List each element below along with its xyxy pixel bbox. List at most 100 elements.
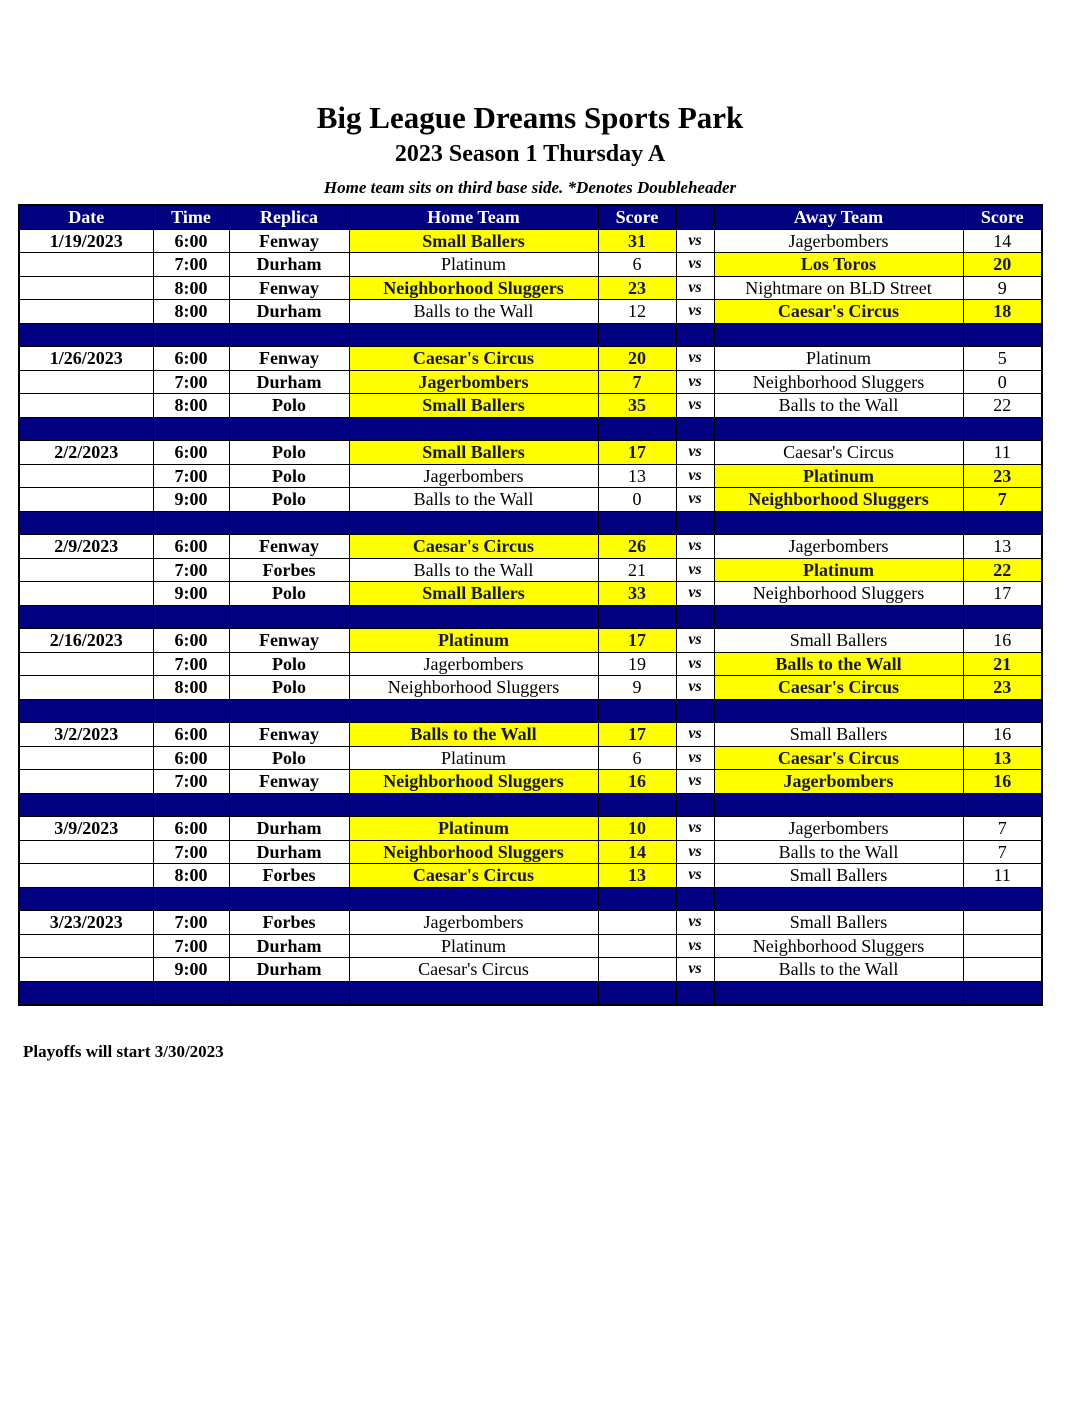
away-score-cell: 11 xyxy=(962,863,1043,888)
replica-cell: Forbes xyxy=(228,863,350,888)
home-score-cell: 16 xyxy=(597,769,677,794)
table-row: 7:00 Durham Platinum vs Neighborhood Slugger… xyxy=(18,933,1043,958)
vs-label: vs xyxy=(675,863,715,888)
separator-cell xyxy=(228,510,350,535)
away-score-cell: 18 xyxy=(962,299,1043,324)
separator-cell xyxy=(713,510,964,535)
separator-cell xyxy=(152,510,230,535)
replica-cell: Durham xyxy=(228,933,350,958)
vs-label: vs xyxy=(675,393,715,418)
away-score-cell: 7 xyxy=(962,487,1043,512)
away-score-cell: 23 xyxy=(962,463,1043,488)
column-header-replica: Replica xyxy=(228,204,350,230)
away-team-cell: Small Ballers xyxy=(713,722,964,747)
page-title: Big League Dreams Sports Park xyxy=(316,100,744,135)
date-cell: 2/16/2023 xyxy=(18,628,154,653)
away-score-cell: 22 xyxy=(962,557,1043,582)
separator-cell xyxy=(18,698,154,723)
away-team-cell: Jagerbombers xyxy=(713,228,964,253)
home-team-cell: Jagerbombers xyxy=(348,463,599,488)
separator-cell xyxy=(348,416,599,441)
home-score-cell xyxy=(597,933,677,958)
home-score-cell xyxy=(597,910,677,935)
week-separator-row xyxy=(18,510,1043,535)
away-team-cell: Balls to the Wall xyxy=(713,393,964,418)
away-team-cell: Platinum xyxy=(713,463,964,488)
separator-cell xyxy=(348,322,599,347)
date-cell xyxy=(18,393,154,418)
replica-cell: Fenway xyxy=(228,228,350,253)
separator-cell xyxy=(713,322,964,347)
away-team-cell: Los Toros xyxy=(713,252,964,277)
time-cell: 8:00 xyxy=(152,299,230,324)
separator-cell xyxy=(228,980,350,1006)
separator-cell xyxy=(713,980,964,1006)
date-cell xyxy=(18,651,154,676)
time-cell: 8:00 xyxy=(152,275,230,300)
away-team-cell: Balls to the Wall xyxy=(713,651,964,676)
away-score-cell: 20 xyxy=(962,252,1043,277)
table-row: 7:00 Polo Jagerbombers 19 vs Balls to the Wal… xyxy=(18,651,1043,676)
replica-cell: Fenway xyxy=(228,346,350,371)
vs-label: vs xyxy=(675,839,715,864)
vs-label: vs xyxy=(675,252,715,277)
table-row: 9:00 Polo Balls to the Wall 0 vs Neighborhood… xyxy=(18,487,1043,512)
separator-cell xyxy=(675,886,715,911)
time-cell: 6:00 xyxy=(152,534,230,559)
vs-label: vs xyxy=(675,369,715,394)
schedule-note: Home team sits on third base side. *Deno… xyxy=(323,178,737,197)
table-row: 8:00 Polo Neighborhood Sluggers 9 vs Caesar's… xyxy=(18,675,1043,700)
away-score-cell: 9 xyxy=(962,275,1043,300)
table-row: 7:00 Forbes Balls to the Wall 21 vs Platinum 2… xyxy=(18,557,1043,582)
home-score-cell: 21 xyxy=(597,557,677,582)
away-team-cell: Small Ballers xyxy=(713,628,964,653)
separator-cell xyxy=(348,604,599,629)
home-team-cell: Balls to the Wall xyxy=(348,557,599,582)
date-cell xyxy=(18,863,154,888)
replica-cell: Durham xyxy=(228,299,350,324)
home-score-cell: 12 xyxy=(597,299,677,324)
away-team-cell: Small Ballers xyxy=(713,910,964,935)
replica-cell: Forbes xyxy=(228,557,350,582)
separator-cell xyxy=(597,322,677,347)
away-team-cell: Jagerbombers xyxy=(713,534,964,559)
table-row: 7:00 Durham Jagerbombers 7 vs Neighborhood Sl… xyxy=(18,369,1043,394)
date-cell: 3/9/2023 xyxy=(18,816,154,841)
home-team-cell: Neighborhood Sluggers xyxy=(348,275,599,300)
home-score-cell: 10 xyxy=(597,816,677,841)
vs-label: vs xyxy=(675,957,715,982)
home-score-cell: 19 xyxy=(597,651,677,676)
time-cell: 6:00 xyxy=(152,745,230,770)
home-team-cell: Platinum xyxy=(348,933,599,958)
date-cell xyxy=(18,299,154,324)
replica-cell: Durham xyxy=(228,816,350,841)
date-cell xyxy=(18,487,154,512)
replica-cell: Polo xyxy=(228,393,350,418)
away-score-cell: 5 xyxy=(962,346,1043,371)
time-cell: 8:00 xyxy=(152,863,230,888)
column-header-home-score: Score xyxy=(597,204,677,230)
separator-cell xyxy=(152,416,230,441)
home-score-cell: 13 xyxy=(597,863,677,888)
week-separator-row xyxy=(18,322,1043,347)
separator-cell xyxy=(675,604,715,629)
date-cell: 2/9/2023 xyxy=(18,534,154,559)
date-cell: 2/2/2023 xyxy=(18,440,154,465)
away-score-cell xyxy=(962,933,1043,958)
home-score-cell: 33 xyxy=(597,581,677,606)
home-team-cell: Balls to the Wall xyxy=(348,722,599,747)
separator-cell xyxy=(962,416,1043,441)
away-team-cell: Caesar's Circus xyxy=(713,745,964,770)
separator-cell xyxy=(597,416,677,441)
separator-cell xyxy=(597,886,677,911)
home-team-cell: Platinum xyxy=(348,628,599,653)
replica-cell: Durham xyxy=(228,252,350,277)
home-team-cell: Caesar's Circus xyxy=(348,863,599,888)
away-team-cell: Jagerbombers xyxy=(713,816,964,841)
replica-cell: Polo xyxy=(228,675,350,700)
playoffs-note: Playoffs will start 3/30/2023 xyxy=(23,1042,224,1061)
replica-cell: Fenway xyxy=(228,769,350,794)
date-cell xyxy=(18,745,154,770)
replica-cell: Polo xyxy=(228,440,350,465)
vs-label: vs xyxy=(675,275,715,300)
